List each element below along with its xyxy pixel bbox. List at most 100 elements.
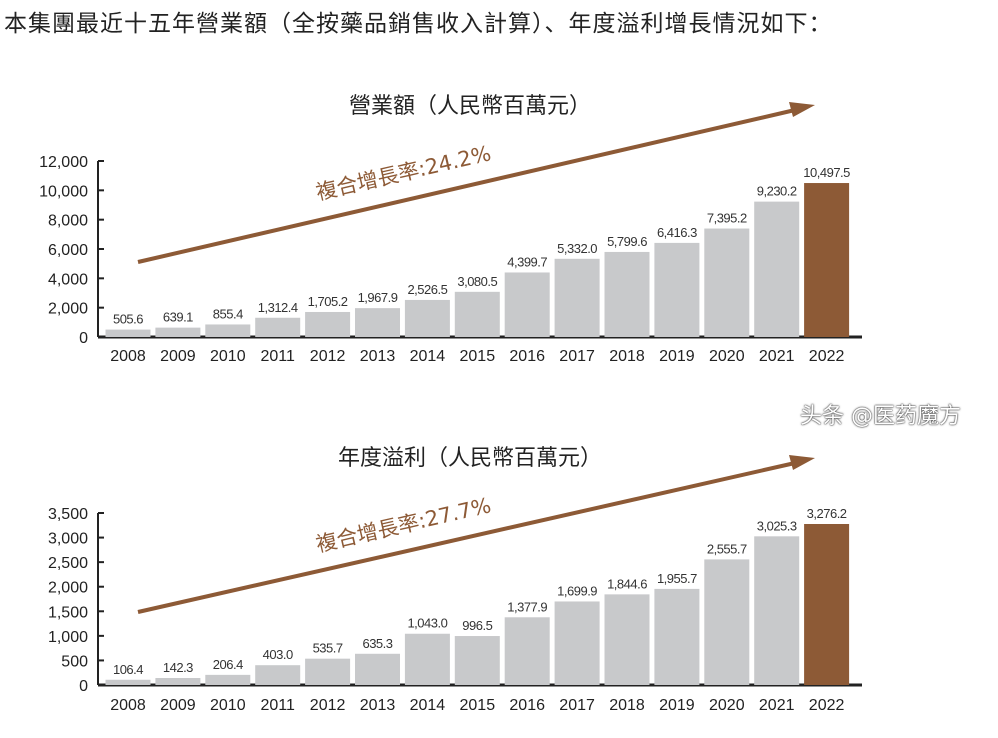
data-label-2011: 1,312.4 xyxy=(258,300,298,315)
x-tick-label-2010: 2010 xyxy=(210,348,246,365)
growth-arrow-line xyxy=(137,461,796,614)
x-tick-label-2013: 2013 xyxy=(360,348,396,365)
bar-2014 xyxy=(404,299,450,337)
chart-title: 營業額（人民幣百萬元） xyxy=(349,94,591,119)
y-tick-label: 1,500 xyxy=(48,604,88,621)
bar-2013 xyxy=(355,653,400,685)
bar-2019 xyxy=(654,242,700,337)
bar-2012 xyxy=(305,658,351,685)
data-label-2014: 1,043.0 xyxy=(407,616,447,631)
x-tick-label-2011: 2011 xyxy=(260,348,295,365)
x-tick-label-2021: 2021 xyxy=(759,697,795,714)
bar-2010 xyxy=(205,324,251,337)
x-tick-label-2009: 2009 xyxy=(160,348,196,365)
growth-rate-annotation: 複合增長率:27.7% xyxy=(314,493,494,557)
x-tick-label-2012: 2012 xyxy=(310,348,346,365)
bar-2010 xyxy=(205,674,251,685)
x-tick-label-2017: 2017 xyxy=(559,697,595,714)
y-tick-label: 1,000 xyxy=(48,629,88,646)
x-tick-label-2011: 2011 xyxy=(260,697,295,714)
bar-2015 xyxy=(454,291,500,337)
x-tick-label-2008: 2008 xyxy=(110,348,146,365)
x-tick-label-2015: 2015 xyxy=(460,348,496,365)
x-tick-label-2008: 2008 xyxy=(110,697,146,714)
data-label-2013: 635.3 xyxy=(362,636,392,651)
y-tick-label: 8,000 xyxy=(48,213,88,230)
data-label-2022: 3,276.2 xyxy=(807,506,847,521)
x-tick-label-2022: 2022 xyxy=(809,348,845,365)
bar-2011 xyxy=(255,665,301,685)
data-label-2018: 1,844.6 xyxy=(607,576,647,591)
bar-2017 xyxy=(554,601,600,685)
x-tick-label-2017: 2017 xyxy=(559,348,595,365)
data-label-2014: 2,526.5 xyxy=(407,282,447,297)
header-text: 本集團最近十五年營業額（全按藥品銷售收入計算）、年度溢利增長情況如下： xyxy=(4,11,833,37)
x-tick-label-2010: 2010 xyxy=(210,697,246,714)
bar-2020 xyxy=(704,559,750,685)
bar-2015 xyxy=(454,636,500,685)
y-tick-label: 6,000 xyxy=(48,242,88,259)
x-tick-label-2020: 2020 xyxy=(709,697,745,714)
x-tick-label-2021: 2021 xyxy=(759,348,795,365)
bar-2021 xyxy=(754,201,800,337)
bar-2008 xyxy=(105,329,151,337)
y-tick-label: 2,500 xyxy=(48,555,88,572)
data-label-2021: 9,230.2 xyxy=(757,184,797,199)
bar-2016 xyxy=(504,272,550,337)
bar-2011 xyxy=(255,317,301,337)
data-label-2016: 4,399.7 xyxy=(507,254,547,269)
data-label-2016: 1,377.9 xyxy=(507,599,547,614)
data-label-2009: 639.1 xyxy=(163,310,193,325)
data-label-2020: 7,395.2 xyxy=(707,211,747,226)
y-tick-label: 0 xyxy=(79,330,88,347)
bar-2022 xyxy=(804,183,850,337)
growth-arrow-line xyxy=(137,108,796,264)
y-tick-label: 12,000 xyxy=(39,154,88,171)
x-tick-label-2014: 2014 xyxy=(410,348,446,365)
y-tick-label: 2,000 xyxy=(48,301,88,318)
x-tick-label-2012: 2012 xyxy=(310,697,346,714)
y-tick-label: 10,000 xyxy=(39,183,88,200)
x-tick-label-2020: 2020 xyxy=(709,348,745,365)
bar-2022 xyxy=(804,523,850,685)
x-tick-label-2019: 2019 xyxy=(659,348,695,365)
bar-2018 xyxy=(604,594,650,685)
data-label-2018: 5,799.6 xyxy=(607,234,647,249)
growth-arrow-head xyxy=(789,102,815,117)
bar-2016 xyxy=(504,617,550,685)
data-label-2017: 5,332.0 xyxy=(557,241,597,256)
data-label-2012: 535.7 xyxy=(313,641,343,656)
bar-2020 xyxy=(704,228,750,337)
x-tick-label-2009: 2009 xyxy=(160,697,196,714)
data-label-2017: 1,699.9 xyxy=(557,583,597,598)
bar-2013 xyxy=(355,308,400,337)
x-tick-label-2014: 2014 xyxy=(410,697,446,714)
x-tick-label-2015: 2015 xyxy=(460,697,496,714)
x-tick-label-2018: 2018 xyxy=(609,348,645,365)
x-tick-label-2019: 2019 xyxy=(659,697,695,714)
data-label-2011: 403.0 xyxy=(263,647,293,662)
data-label-2022: 10,497.5 xyxy=(803,165,850,180)
data-label-2008: 106.4 xyxy=(113,662,143,677)
data-label-2021: 3,025.3 xyxy=(757,518,797,533)
data-label-2019: 6,416.3 xyxy=(657,225,697,240)
y-tick-label: 2,000 xyxy=(48,580,88,597)
data-label-2020: 2,555.7 xyxy=(707,541,747,556)
y-tick-label: 0 xyxy=(79,678,88,695)
data-label-2015: 3,080.5 xyxy=(457,274,497,289)
bar-2018 xyxy=(604,251,650,337)
bar-2009 xyxy=(155,327,201,337)
data-label-2012: 1,705.2 xyxy=(308,294,348,309)
chart-title: 年度溢利（人民幣百萬元） xyxy=(338,446,602,471)
x-tick-label-2018: 2018 xyxy=(609,697,645,714)
data-label-2013: 1,967.9 xyxy=(358,290,398,305)
data-label-2010: 855.4 xyxy=(213,306,243,321)
x-tick-label-2016: 2016 xyxy=(509,348,545,365)
bar-2017 xyxy=(554,258,600,337)
data-label-2019: 1,955.7 xyxy=(657,571,697,586)
data-label-2009: 142.3 xyxy=(163,660,193,675)
y-tick-label: 500 xyxy=(61,653,88,670)
x-tick-label-2022: 2022 xyxy=(809,697,845,714)
x-tick-label-2016: 2016 xyxy=(509,697,545,714)
